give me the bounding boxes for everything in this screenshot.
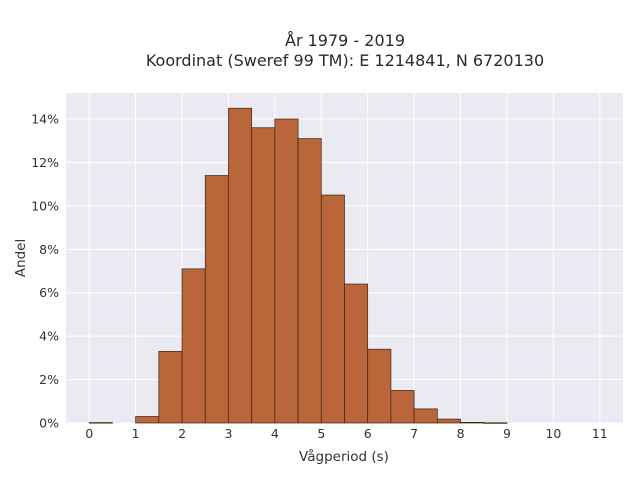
x-axis-label: Vågperiod (s) — [299, 448, 389, 465]
histogram-bar — [158, 351, 183, 424]
histogram-bar — [251, 127, 276, 424]
x-tick-label: 7 — [410, 426, 418, 441]
histogram-bar — [390, 390, 415, 424]
x-tick-label: 1 — [132, 426, 140, 441]
x-tick-labels: 0 1 2 3 4 5 6 7 8 9 10 11 — [85, 426, 608, 441]
y-tick-labels: 0% 2% 4% 6% 8% 10% 12% 14% — [31, 112, 59, 431]
histogram-bar — [297, 138, 322, 424]
histogram-bar — [274, 118, 299, 424]
x-tick-label: 3 — [224, 426, 232, 441]
y-tick-label: 14% — [31, 112, 59, 127]
y-tick-label: 2% — [39, 372, 59, 387]
y-tick-label: 0% — [39, 416, 59, 431]
histogram-bar — [204, 175, 229, 424]
bars — [88, 107, 508, 424]
x-tick-label: 6 — [364, 426, 372, 441]
histogram-bar — [228, 107, 253, 424]
histogram-bar — [460, 421, 485, 424]
y-tick-label: 10% — [31, 198, 59, 213]
x-tick-label: 4 — [271, 426, 279, 441]
y-tick-label: 12% — [31, 155, 59, 170]
x-tick-label: 2 — [178, 426, 186, 441]
x-tick-label: 0 — [85, 426, 93, 441]
histogram-bar — [320, 194, 345, 424]
histogram-bar — [436, 418, 461, 424]
y-tick-label: 4% — [39, 329, 59, 344]
histogram-bar — [135, 416, 160, 424]
x-tick-label: 11 — [592, 426, 608, 441]
histogram-bar — [181, 268, 206, 424]
y-tick-label: 8% — [39, 242, 59, 257]
x-tick-label: 10 — [545, 426, 561, 441]
histogram-bar — [88, 422, 113, 424]
x-tick-label: 8 — [457, 426, 465, 441]
chart-title-line-2: Koordinat (Sweref 99 TM): E 1214841, N 6… — [146, 51, 544, 70]
histogram-bar — [367, 348, 392, 424]
x-tick-label: 9 — [503, 426, 511, 441]
y-axis-label: Andel — [13, 239, 29, 277]
x-tick-label: 5 — [317, 426, 325, 441]
histogram-bar — [483, 422, 508, 424]
histogram-bar — [344, 283, 369, 424]
chart-title-line-1: År 1979 - 2019 — [285, 31, 405, 50]
histogram-bar — [413, 408, 438, 424]
y-tick-label: 6% — [39, 285, 59, 300]
